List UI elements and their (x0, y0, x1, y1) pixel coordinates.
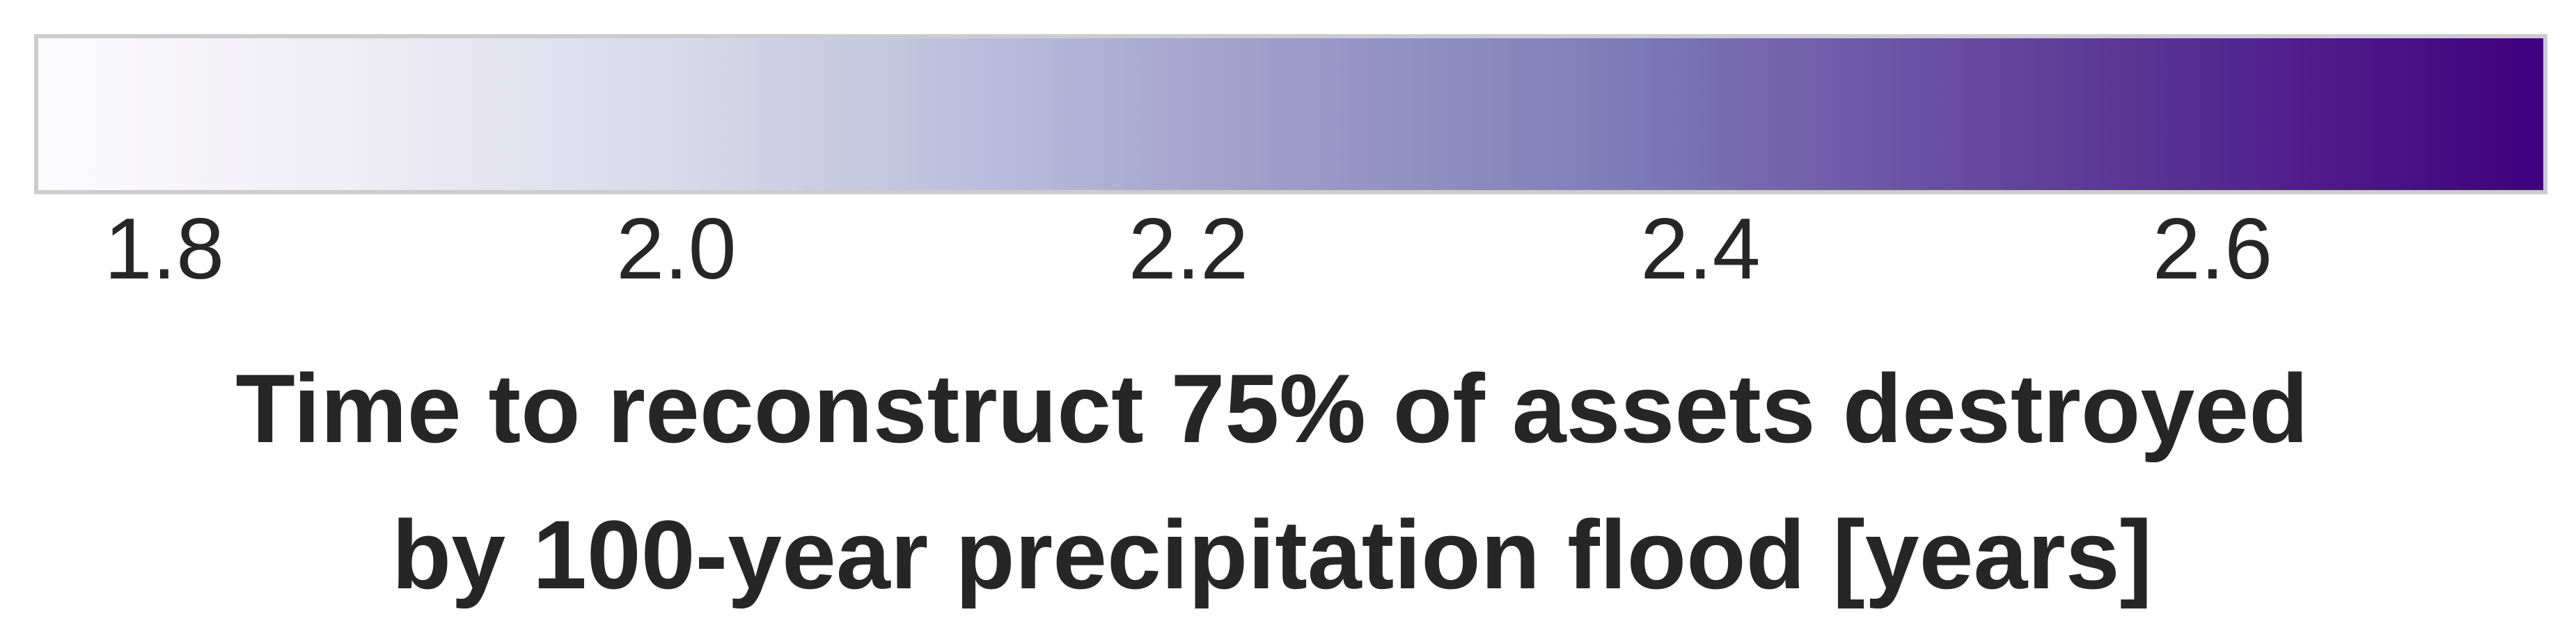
colorbar-frame (34, 34, 2547, 194)
colorbar-label-line-1: Time to reconstruct 75% of assets destro… (235, 354, 2308, 463)
tick-label-2.2: 2.2 (1129, 201, 1248, 297)
tick-label-1.8: 1.8 (104, 201, 224, 297)
colorbar-label: Time to reconstruct 75% of assets destro… (235, 354, 2308, 609)
tick-label-2.0: 2.0 (616, 201, 736, 297)
colorbar-gradient (36, 36, 2545, 192)
colorbar (34, 34, 2547, 194)
tick-label-2.4: 2.4 (1640, 201, 1760, 297)
colorbar-label-line-2: by 100-year precipitation flood [years] (392, 500, 2153, 609)
tick-label-2.6: 2.6 (2153, 201, 2272, 297)
colorbar-ticks: 1.8 2.0 2.2 2.4 2.6 (104, 201, 2272, 297)
